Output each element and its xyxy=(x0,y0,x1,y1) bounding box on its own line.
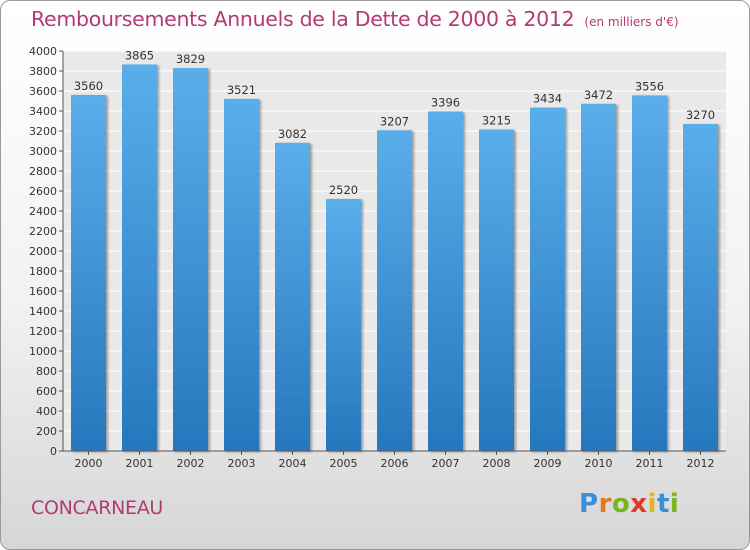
bar-2011 xyxy=(632,95,667,452)
y-tick-label: 1000 xyxy=(29,345,57,358)
bar-2005 xyxy=(326,199,361,451)
x-tick-label-2000: 2000 xyxy=(75,457,103,470)
chart-title-text: Remboursements Annuels de la Dette de 20… xyxy=(31,7,575,31)
data-labels: 3560 3865 3829 3521 3082 2520 3207 3396 3215 3434… xyxy=(74,49,715,198)
data-label-2006: 3207 xyxy=(380,114,409,128)
x-tick-label-2008: 2008 xyxy=(483,457,511,470)
x-tick-label-2005: 2005 xyxy=(330,457,358,470)
logo-letter: i xyxy=(669,489,680,519)
x-tick-label-2010: 2010 xyxy=(585,457,613,470)
y-tick-label: 3600 xyxy=(29,85,57,98)
y-tick-label: 200 xyxy=(36,425,57,438)
x-tick-label-2011: 2011 xyxy=(636,457,664,470)
x-tick-label-2009: 2009 xyxy=(534,457,562,470)
data-label-2000: 3560 xyxy=(74,79,103,93)
y-tick-label: 1600 xyxy=(29,285,57,298)
city-name: CONCARNEAU xyxy=(31,497,164,519)
y-tick-label: 1400 xyxy=(29,305,57,318)
y-tick-label: 600 xyxy=(36,385,57,398)
data-label-2012: 3270 xyxy=(686,108,715,122)
y-tick-label: 4000 xyxy=(29,45,57,58)
bars xyxy=(71,64,718,452)
logo-letter: r xyxy=(598,489,612,519)
bar-chart: 0 200 400 600 800 1000 1200 1400 1600 1800 2000 220… xyxy=(29,45,726,470)
logo-letter: i xyxy=(647,489,657,519)
data-label-2001: 3865 xyxy=(125,49,154,63)
y-tick-label: 2800 xyxy=(29,165,57,178)
bar-2000 xyxy=(71,95,106,451)
data-label-2003: 3521 xyxy=(227,83,256,97)
x-tick-label-2001: 2001 xyxy=(126,457,154,470)
y-tick-label: 1200 xyxy=(29,325,57,338)
bar-2006 xyxy=(377,130,412,452)
y-tick-label: 2200 xyxy=(29,225,57,238)
y-tick-label: 3200 xyxy=(29,125,57,138)
data-label-2007: 3396 xyxy=(431,95,460,109)
x-tick-label-2002: 2002 xyxy=(177,457,205,470)
bar-2007 xyxy=(428,111,463,452)
bar-2008 xyxy=(479,129,514,451)
y-axis-ticks: 0 200 400 600 800 1000 1200 1400 1600 1800 2000 220… xyxy=(29,45,63,458)
proxiti-logo: Proxiti xyxy=(579,489,679,525)
data-label-2005: 2520 xyxy=(329,183,358,197)
chart-title: Remboursements Annuels de la Dette de 20… xyxy=(31,7,679,31)
bar-2003 xyxy=(224,98,259,452)
x-axis-ticks: 2000 2001 2002 2003 2004 2005 2006 2007 2008 2009… xyxy=(75,451,715,470)
y-tick-label: 400 xyxy=(36,405,57,418)
y-tick-label: 3000 xyxy=(29,145,57,158)
y-tick-label: 3400 xyxy=(29,105,57,118)
logo-letter: t xyxy=(656,489,670,519)
y-tick-label: 3800 xyxy=(29,65,57,78)
bar-2010 xyxy=(581,103,616,452)
data-label-2010: 3472 xyxy=(584,88,613,102)
y-tick-label: 2000 xyxy=(29,245,57,258)
bar-2012 xyxy=(683,124,718,451)
data-label-2009: 3434 xyxy=(533,92,562,106)
bar-2001 xyxy=(122,64,157,451)
x-tick-label-2003: 2003 xyxy=(228,457,256,470)
logo-letter: P xyxy=(579,489,599,519)
x-tick-label-2007: 2007 xyxy=(432,457,460,470)
y-tick-label: 800 xyxy=(36,365,57,378)
x-tick-label-2004: 2004 xyxy=(279,457,307,470)
y-tick-label: 2400 xyxy=(29,205,57,218)
x-tick-label-2012: 2012 xyxy=(687,457,715,470)
data-label-2008: 3215 xyxy=(482,114,511,128)
bar-2009 xyxy=(530,107,565,451)
bar-2002 xyxy=(173,68,208,451)
y-tick-label: 1800 xyxy=(29,265,57,278)
data-label-2011: 3556 xyxy=(635,79,664,93)
data-label-2002: 3829 xyxy=(176,52,205,66)
data-label-2004: 3082 xyxy=(278,127,307,141)
x-tick-label-2006: 2006 xyxy=(381,457,409,470)
y-tick-label: 2600 xyxy=(29,185,57,198)
logo-letter: o xyxy=(611,489,631,519)
y-tick-label: 0 xyxy=(50,445,57,458)
bar-2004 xyxy=(275,142,310,452)
logo-letter: x xyxy=(630,489,648,519)
chart-subtitle: (en milliers d'€) xyxy=(584,15,679,29)
